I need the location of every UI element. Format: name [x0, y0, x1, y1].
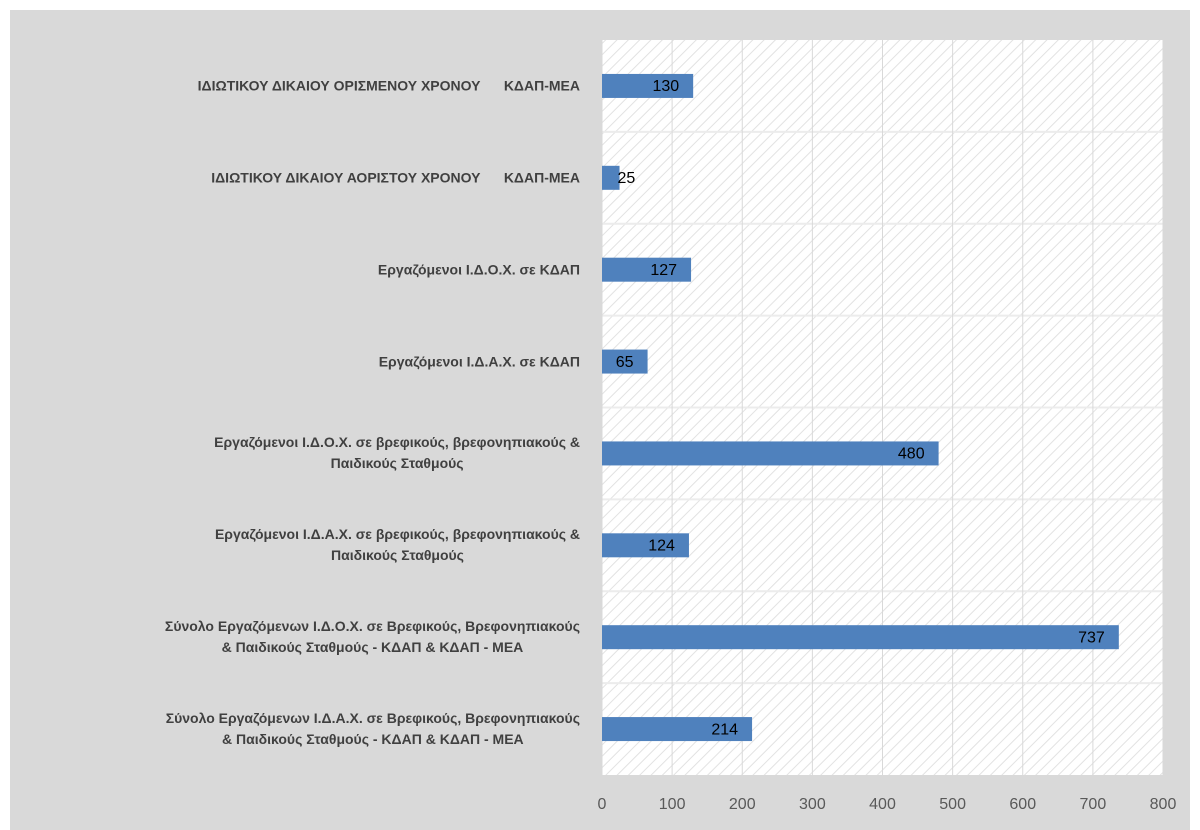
x-tick-label: 0 [598, 796, 607, 813]
data-label: 124 [648, 538, 675, 555]
bar [602, 533, 689, 558]
bar [602, 717, 753, 742]
y-tick-label: Σύνολο Εργαζόμενων Ι.Δ.Α.Χ. σε Βρεφικούς… [165, 710, 580, 748]
data-label: 25 [618, 170, 636, 187]
bar [602, 257, 692, 282]
data-label: 65 [616, 354, 634, 371]
x-tick-label: 300 [799, 796, 826, 813]
x-tick-label: 200 [729, 796, 756, 813]
data-label: 130 [652, 78, 679, 95]
bar [602, 165, 620, 190]
bar [602, 441, 939, 466]
y-tick-label: Σύνολο Εργαζόμενων Ι.Δ.Ο.Χ. σε Βρεφικούς… [164, 618, 580, 656]
x-tick-label: 100 [659, 796, 686, 813]
bar [602, 625, 1119, 650]
y-tick-label: ΙΔΙΩΤΙΚΟΥ ΔΙΚΑΙΟΥ ΑΟΡΙΣΤΟΥ ΧΡΟΝΟΥ ΚΔΑΠ-Μ… [211, 169, 580, 186]
x-tick-label: 500 [939, 796, 966, 813]
x-tick-label: 600 [1009, 796, 1036, 813]
y-tick-label: Εργαζόμενοι Ι.Δ.Ο.Χ. σε βρεφικούς, βρεφο… [214, 434, 580, 472]
bar [602, 349, 648, 374]
y-tick-label: Εργαζόμενοι Ι.Δ.Α.Χ. σε βρεφικούς, βρεφο… [214, 526, 580, 564]
data-label: 214 [711, 721, 738, 738]
y-tick-label: Εργαζόμενοι Ι.Δ.Α.Χ. σε ΚΔΑΠ [378, 353, 580, 370]
data-label: 737 [1078, 629, 1105, 646]
y-tick-label: Εργαζόμενοι Ι.Δ.Ο.Χ. σε ΚΔΑΠ [377, 261, 580, 278]
data-label: 480 [898, 446, 925, 463]
x-tick-label: 400 [869, 796, 896, 813]
x-tick-label: 700 [1080, 796, 1107, 813]
data-label: 127 [650, 262, 677, 279]
x-tick-label: 800 [1150, 796, 1177, 813]
y-tick-label: ΙΔΙΩΤΙΚΟΥ ΔΙΚΑΙΟΥ ΟΡΙΣΜΕΝΟΥ ΧΡΟΝΟΥ ΚΔΑΠ-… [197, 77, 580, 94]
bar [602, 73, 694, 98]
